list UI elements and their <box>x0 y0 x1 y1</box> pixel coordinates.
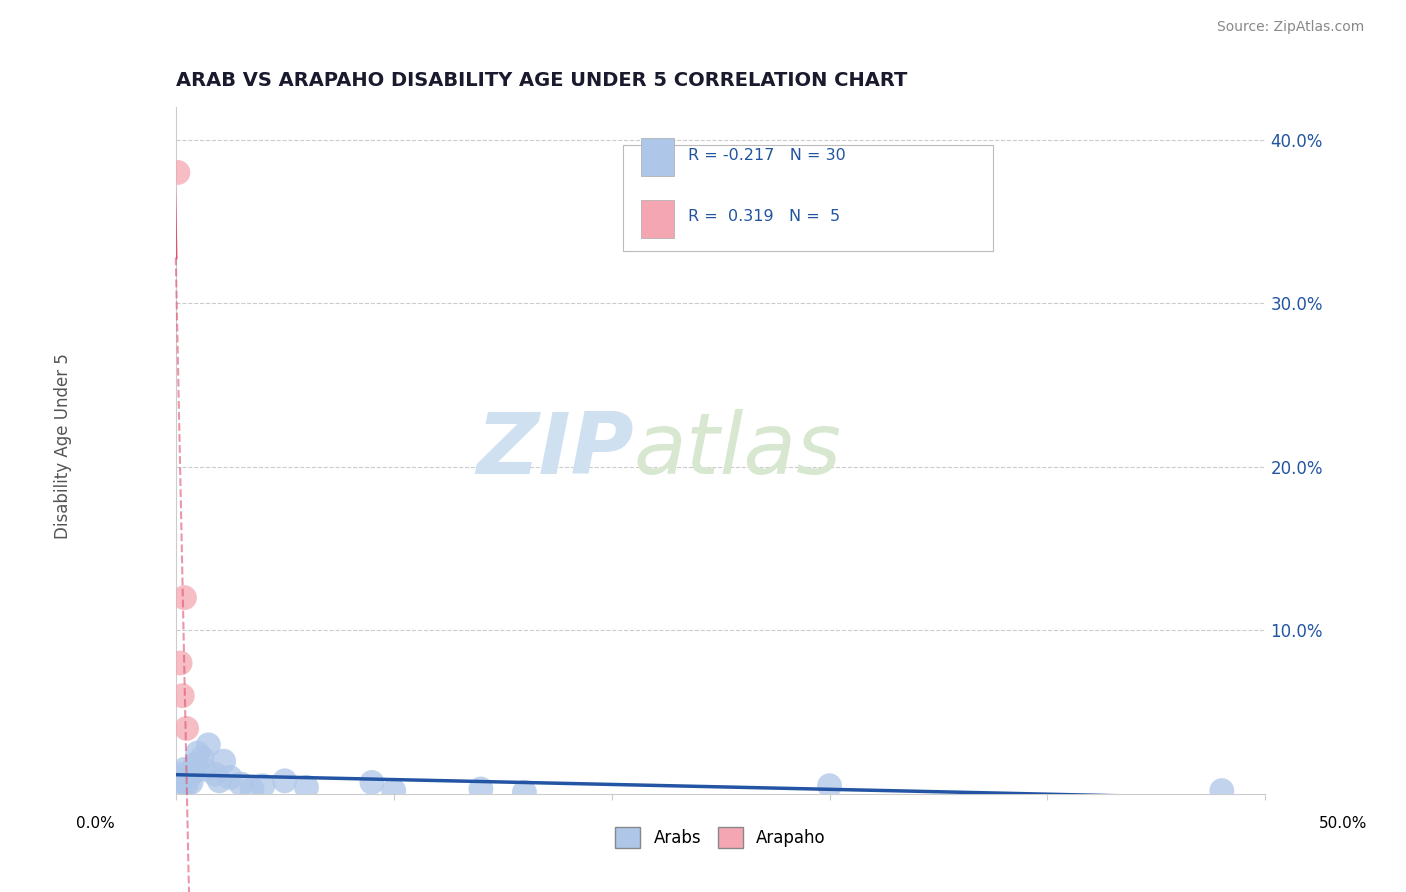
Point <box>176 722 198 736</box>
Text: 50.0%: 50.0% <box>1319 816 1367 830</box>
Point <box>173 591 195 605</box>
Point <box>169 656 191 670</box>
Point <box>184 757 207 772</box>
Point <box>186 746 209 760</box>
Point <box>1211 783 1233 797</box>
Text: ZIP: ZIP <box>475 409 633 492</box>
Point <box>513 785 536 799</box>
Point <box>197 738 219 752</box>
FancyBboxPatch shape <box>623 145 993 252</box>
Point <box>172 767 194 781</box>
Text: R = -0.217   N = 30: R = -0.217 N = 30 <box>688 147 845 162</box>
Point <box>167 165 190 179</box>
Point <box>212 754 235 768</box>
Point <box>177 769 200 783</box>
Text: Source: ZipAtlas.com: Source: ZipAtlas.com <box>1216 21 1364 34</box>
Point <box>382 783 405 797</box>
Bar <box>641 200 673 237</box>
Point <box>169 773 191 788</box>
Point <box>252 779 274 793</box>
Text: R =  0.319   N =  5: R = 0.319 N = 5 <box>688 210 839 225</box>
Point <box>274 773 297 788</box>
Point <box>172 689 194 703</box>
Point <box>181 765 204 780</box>
Point <box>219 771 242 785</box>
Bar <box>641 138 673 176</box>
Point <box>295 780 318 795</box>
Point <box>204 767 226 781</box>
Point <box>240 781 263 797</box>
Point <box>176 772 198 787</box>
Point <box>193 762 215 776</box>
Point <box>231 777 253 791</box>
Point <box>176 777 198 791</box>
Text: ARAB VS ARAPAHO DISABILITY AGE UNDER 5 CORRELATION CHART: ARAB VS ARAPAHO DISABILITY AGE UNDER 5 C… <box>176 71 907 90</box>
Point <box>167 771 190 785</box>
Text: Disability Age Under 5: Disability Age Under 5 <box>55 353 72 539</box>
Point <box>191 751 214 765</box>
Legend: Arabs, Arapaho: Arabs, Arapaho <box>609 821 832 855</box>
Point <box>172 779 194 793</box>
Text: 0.0%: 0.0% <box>76 816 115 830</box>
Point <box>208 773 231 788</box>
Point <box>360 775 382 789</box>
Point <box>173 762 195 776</box>
Text: atlas: atlas <box>633 409 841 492</box>
Point <box>470 781 492 797</box>
Point <box>818 779 841 793</box>
Point <box>180 775 202 789</box>
